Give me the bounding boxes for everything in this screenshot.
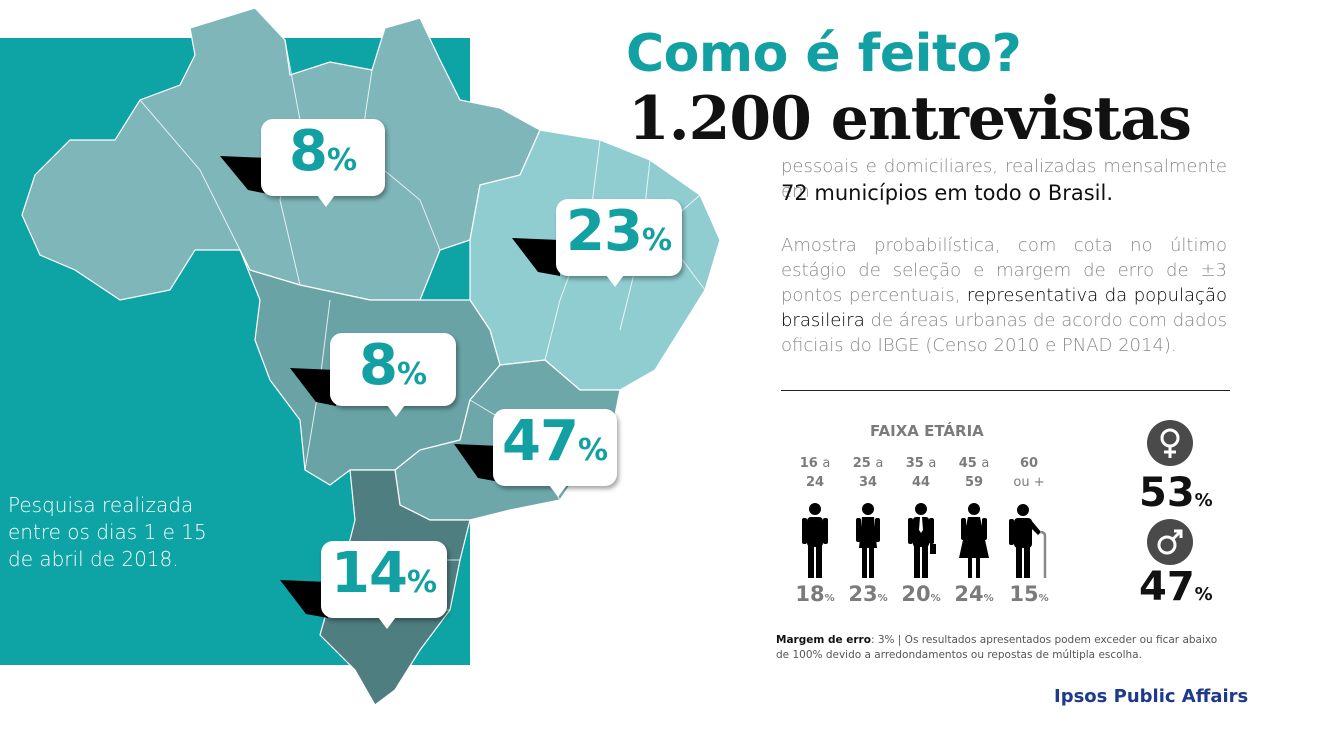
age-section-title: FAIXA ETÁRIA bbox=[870, 422, 984, 440]
age-group-35-44: 35 a 44 bbox=[898, 454, 944, 580]
region-pointer-north bbox=[220, 156, 268, 194]
female-dress-figure-icon bbox=[959, 503, 989, 578]
page-subtitle: 1.200 entrevistas bbox=[628, 84, 1192, 154]
age-value: 23% bbox=[848, 582, 888, 606]
male-figure-icon bbox=[802, 503, 828, 578]
section-divider bbox=[781, 390, 1230, 391]
age-group-25-34: 25 a 34 bbox=[845, 454, 891, 580]
male-symbol-icon bbox=[1147, 519, 1193, 565]
male-percentage: 47% bbox=[1139, 564, 1213, 610]
age-group-45-59: 45 a 59 bbox=[951, 454, 997, 580]
region-bubble-sul: 14% bbox=[321, 541, 447, 629]
age-value: 15% bbox=[1009, 582, 1049, 606]
description-emphasis: representativa da população brasileira bbox=[781, 285, 1227, 331]
age-value: 24% bbox=[954, 582, 994, 606]
margin-of-error-note: Margem de erro: 3% | Os resultados apres… bbox=[776, 634, 1218, 661]
region-pointer-midwest bbox=[290, 368, 336, 406]
region-bubble-sudeste: 47% bbox=[493, 409, 617, 497]
region-bubble-nordeste: 23% bbox=[556, 199, 682, 287]
businessman-figure-icon bbox=[908, 503, 936, 578]
description-paragraph-2: Amostra probabilística, com cota no últi… bbox=[781, 235, 1227, 356]
region-value: 23 bbox=[566, 199, 643, 264]
region-pointer-south bbox=[280, 580, 328, 618]
brand-logo-text: Ipsos Public Affairs bbox=[1054, 686, 1249, 707]
region-pointer-northeast bbox=[512, 238, 560, 276]
region-value: 8 bbox=[288, 119, 328, 184]
page-title: Como é feito? bbox=[626, 24, 1022, 84]
female-figure-icon bbox=[856, 503, 880, 578]
age-value: 20% bbox=[901, 582, 941, 606]
region-value: 14 bbox=[331, 541, 408, 606]
description-line-1: pessoais e domiciliares, realizadas mens… bbox=[781, 156, 1227, 202]
age-value: 18% bbox=[795, 582, 835, 606]
region-bubble-centro-oeste: 8% bbox=[330, 333, 456, 417]
region-pointer-southeast bbox=[454, 444, 500, 482]
female-symbol-icon bbox=[1147, 420, 1193, 466]
region-value: 8 bbox=[358, 333, 398, 398]
description-municipios: 72 municípios em todo o Brasil. bbox=[781, 181, 1114, 205]
region-value: 47 bbox=[502, 409, 579, 474]
age-group-60-plus: 60 ou + bbox=[1006, 454, 1052, 580]
region-bubble-norte: 8% bbox=[261, 119, 385, 207]
elderly-cane-figure-icon bbox=[1009, 504, 1047, 578]
age-group-16-24: 16 a 24 bbox=[792, 454, 838, 580]
survey-date-note: Pesquisa realizada entre os dias 1 e 15 … bbox=[8, 493, 207, 571]
female-percentage: 53% bbox=[1139, 470, 1213, 516]
